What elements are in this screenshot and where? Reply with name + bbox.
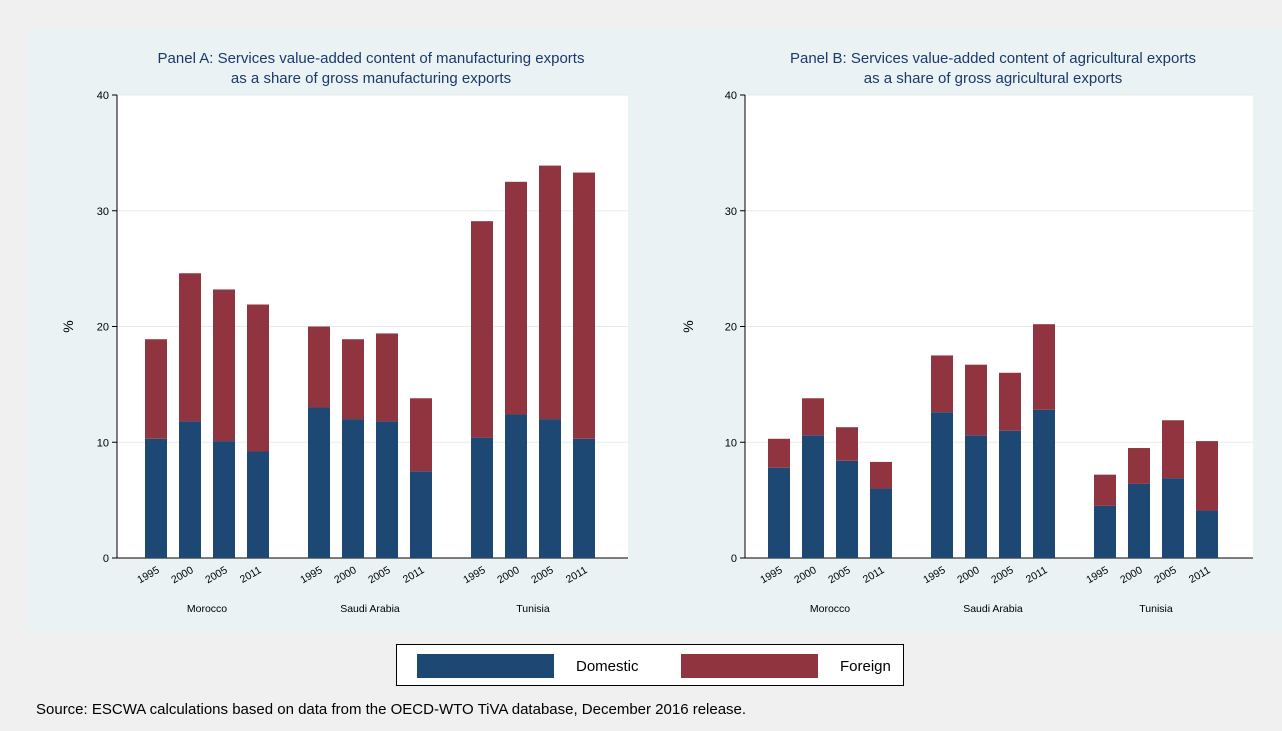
panel-a-bar-domestic-morocco-1995 (145, 438, 167, 558)
panel-a-bar-foreign-saudi-arabia-1995 (308, 326, 330, 408)
panel-b-ytick-label-30: 30 (725, 206, 737, 218)
panel-a-ytick-label-0: 0 (103, 553, 109, 565)
panel-a-title-line-1: Panel A: Services value-added content of… (158, 50, 585, 67)
panel-a-bar-foreign-morocco-1995 (145, 339, 167, 439)
panel-a-bar-foreign-saudi-arabia-2000 (342, 339, 364, 420)
panel-a-group-label-saudi-arabia: Saudi Arabia (340, 603, 400, 615)
panel-a-bar-domestic-tunisia-2011 (573, 438, 595, 558)
panel-b-title-line-1: Panel B: Services value-added content of… (790, 50, 1196, 67)
panel-a-bar-foreign-tunisia-1995 (471, 221, 493, 438)
panel-b-bar-foreign-saudi-arabia-2000 (965, 364, 987, 436)
panel-b-bar-foreign-morocco-2005 (836, 427, 858, 461)
panel-a-ytick-label-10: 10 (97, 437, 109, 449)
panel-a-ytick-label-20: 20 (97, 322, 109, 334)
panel-b-category-label-tunisia-1995: 1995 (1084, 564, 1110, 586)
panel-a-ytick-label-30: 30 (97, 206, 109, 218)
panel-b-group-label-morocco: Morocco (810, 603, 850, 615)
source-note: Source: ESCWA calculations based on data… (36, 701, 747, 718)
panel-b-ytick-label-40: 40 (725, 90, 737, 102)
legend: Domestic Foreign (396, 644, 904, 686)
panel-b-ytick-label-0: 0 (731, 553, 737, 565)
panel-a-bar-domestic-saudi-arabia-2000 (342, 419, 364, 558)
panel-b-category-label-morocco-2011: 2011 (861, 564, 887, 586)
panel-b-bar-domestic-saudi-arabia-2005 (999, 430, 1021, 558)
panel-a-bar-domestic-morocco-2011 (247, 451, 269, 558)
panel-a-bar-foreign-morocco-2005 (213, 289, 235, 442)
panel-b-bar-foreign-saudi-arabia-2005 (999, 372, 1021, 431)
legend-label-domestic: Domestic (576, 657, 639, 675)
panel-b-category-label-tunisia-2000: 2000 (1118, 564, 1144, 586)
panel-b-category-label-saudi-arabia-1995: 1995 (921, 564, 947, 586)
legend-label-foreign: Foreign (840, 657, 891, 675)
panel-a-bar-domestic-saudi-arabia-1995 (308, 407, 330, 558)
panel-a-bar-foreign-saudi-arabia-2011 (410, 398, 432, 472)
panel-b-category-label-morocco-2005: 2005 (826, 564, 852, 586)
panel-b-category-label-tunisia-2005: 2005 (1152, 564, 1178, 586)
panel-b-chart: Panel B: Services value-added content of… (680, 50, 1253, 615)
panel-a-bar-foreign-saudi-arabia-2005 (376, 333, 398, 422)
panel-b-bar-foreign-tunisia-2000 (1128, 448, 1150, 484)
legend-swatch-domestic (417, 654, 554, 678)
panel-b-bar-foreign-tunisia-2011 (1196, 441, 1218, 511)
panel-b-bar-domestic-saudi-arabia-2000 (965, 435, 987, 558)
panel-b-category-label-morocco-2000: 2000 (792, 564, 818, 586)
panel-b-ylabel: % (680, 320, 696, 332)
panel-a-bar-foreign-tunisia-2005 (539, 165, 561, 420)
panel-b-bar-foreign-morocco-2000 (802, 398, 824, 436)
panel-a-bar-domestic-tunisia-2005 (539, 419, 561, 558)
panel-a-group-label-morocco: Morocco (187, 603, 227, 615)
panel-a-group-label-tunisia: Tunisia (516, 603, 550, 615)
legend-item-domestic: Domestic (417, 654, 639, 678)
panel-a-bar-domestic-saudi-arabia-2005 (376, 421, 398, 558)
panel-a-bar-foreign-morocco-2000 (179, 273, 201, 422)
panel-b-category-label-saudi-arabia-2000: 2000 (955, 564, 981, 586)
panel-a-bar-domestic-morocco-2000 (179, 421, 201, 558)
panel-b-category-label-tunisia-2011: 2011 (1187, 564, 1213, 586)
panel-b-bar-foreign-morocco-2011 (870, 461, 892, 489)
panel-b-title-line-2: as a share of gross agricultural exports (864, 70, 1122, 87)
panel-b-bar-foreign-saudi-arabia-1995 (931, 355, 953, 413)
panel-a-bar-foreign-tunisia-2000 (505, 181, 527, 415)
panel-b-bar-domestic-tunisia-2005 (1162, 478, 1184, 558)
panel-b-category-label-saudi-arabia-2011: 2011 (1024, 564, 1050, 586)
panel-a-bar-foreign-morocco-2011 (247, 304, 269, 452)
panel-b-category-label-saudi-arabia-2005: 2005 (989, 564, 1015, 586)
panel-b-bar-foreign-morocco-1995 (768, 438, 790, 468)
panel-a-bar-domestic-tunisia-2000 (505, 414, 527, 558)
panel-a-bar-domestic-saudi-arabia-2011 (410, 471, 432, 558)
panel-a-bar-domestic-morocco-2005 (213, 441, 235, 558)
panel-b-category-label-morocco-1995: 1995 (758, 564, 784, 586)
panel-a-ylabel: % (60, 320, 76, 332)
panel-b-bar-domestic-saudi-arabia-2011 (1033, 409, 1055, 558)
panel-b-bar-domestic-morocco-2000 (802, 435, 824, 558)
legend-item-foreign: Foreign (681, 654, 891, 678)
panel-a-chart: Panel A: Services value-added content of… (60, 50, 628, 615)
panel-a-bar-foreign-tunisia-2011 (573, 172, 595, 439)
panel-b-bar-domestic-tunisia-2000 (1128, 483, 1150, 558)
panel-a-ytick-label-40: 40 (97, 90, 109, 102)
panel-b-bar-domestic-tunisia-1995 (1094, 505, 1116, 558)
panel-b-bar-foreign-tunisia-1995 (1094, 474, 1116, 506)
panel-b-ytick-label-10: 10 (725, 437, 737, 449)
panel-b-bar-domestic-morocco-2011 (870, 488, 892, 558)
panel-b-bar-domestic-morocco-1995 (768, 467, 790, 558)
panel-b-group-label-tunisia: Tunisia (1139, 603, 1173, 615)
panel-b-bar-foreign-saudi-arabia-2011 (1033, 324, 1055, 410)
legend-swatch-foreign (681, 654, 818, 678)
panel-b-ytick-label-20: 20 (725, 322, 737, 334)
panel-b-bar-foreign-tunisia-2005 (1162, 420, 1184, 479)
panel-a-bar-domestic-tunisia-1995 (471, 437, 493, 558)
panel-b-bar-domestic-morocco-2005 (836, 460, 858, 558)
panel-a-title-line-2: as a share of gross manufacturing export… (231, 70, 511, 87)
panel-b-bar-domestic-saudi-arabia-1995 (931, 412, 953, 558)
panel-b-group-label-saudi-arabia: Saudi Arabia (963, 603, 1023, 615)
panel-b-bar-domestic-tunisia-2011 (1196, 510, 1218, 558)
